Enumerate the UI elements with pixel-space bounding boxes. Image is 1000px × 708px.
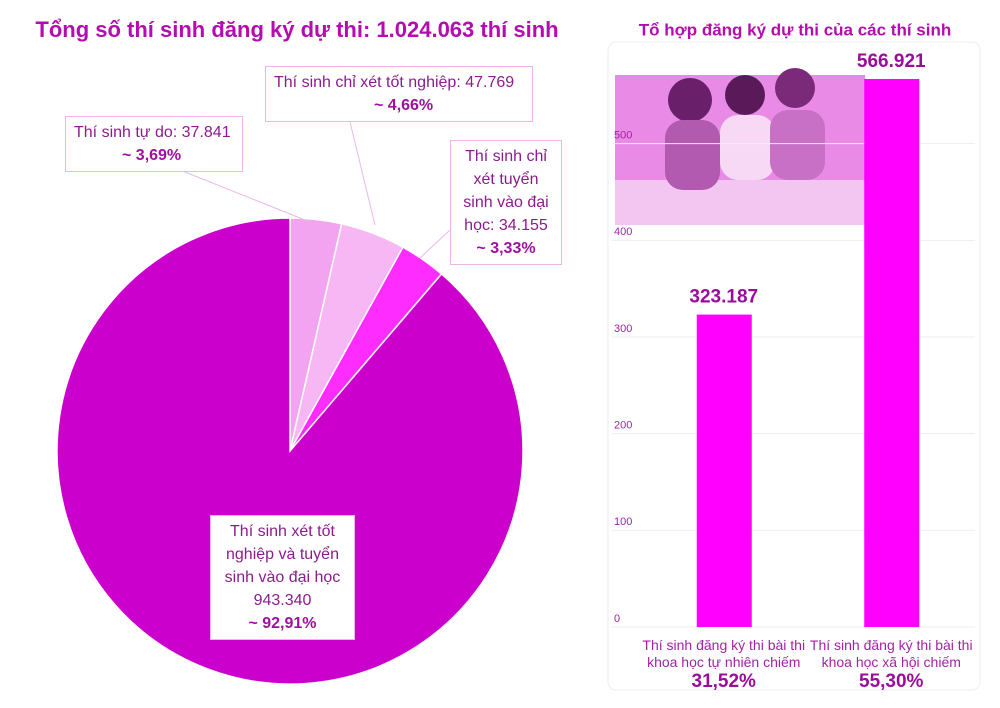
slice-percent: ~ 3,33% <box>476 240 536 257</box>
slice-percent: ~ 3,69% <box>122 147 182 164</box>
y-tick-label: 300 <box>614 323 632 335</box>
slice-value: 943.340 <box>253 592 312 609</box>
bar-title: Tổ hợp đăng ký dự thi của các thí sinh <box>639 20 951 39</box>
x-tick-label: Thí sinh đăng ký thi bài thi khoa học xã… <box>809 637 973 670</box>
label-box: Thí sinh chỉ xét tuyển sinh vào đại học:… <box>450 140 562 265</box>
label-box: Thí sinh xét tốt nghiệp và tuyển sinh và… <box>210 515 355 640</box>
connector <box>419 229 451 259</box>
y-tick-label: 400 <box>614 226 632 238</box>
slice-name: Thí sinh xét tốt nghiệp và tuyển sinh và… <box>224 523 341 586</box>
y-tick-label: 200 <box>614 420 632 432</box>
pie <box>56 217 524 685</box>
bar-value-label: 323.187 <box>689 287 758 308</box>
bar-value-label: 566.921 <box>857 51 926 72</box>
slice-name: Thí sinh tự do: <box>74 124 178 141</box>
slice-value: 37.841 <box>181 124 231 141</box>
slice-name: Thí sinh chỉ xét tuyển sinh vào đại học: <box>463 148 549 234</box>
pie-title: Tổng số thí sinh đăng ký dự thi: 1.024.0… <box>35 17 558 42</box>
y-tick-label: 0 <box>614 613 620 625</box>
pie-slice <box>56 217 524 685</box>
connector <box>349 121 376 226</box>
connectors <box>179 121 451 259</box>
slice-percent: ~ 92,91% <box>248 615 317 632</box>
bar <box>696 314 752 627</box>
percent-label: 55,30% <box>859 671 924 692</box>
bar <box>864 78 920 627</box>
slice-percent: ~ 4,66% <box>374 97 434 114</box>
photo <box>615 68 865 225</box>
y-tick-label: 500 <box>614 130 632 142</box>
x-tick-label: Thí sinh đăng ký thi bài thi khoa học tự… <box>642 637 806 670</box>
connector <box>179 169 311 223</box>
y-tick-label: 100 <box>614 516 632 528</box>
slice-value: 47.769 <box>465 74 515 91</box>
percent-label: 31,52% <box>691 671 756 692</box>
slice-value: 34.155 <box>498 217 548 234</box>
label-box: Thí sinh chỉ xét tốt nghiệp: 47.769 ~ 4,6… <box>265 66 533 122</box>
label-box: Thí sinh tự do: 37.841 ~ 3,69% <box>65 116 243 172</box>
slice-name: Thí sinh chỉ xét tốt nghiệp: <box>274 74 461 91</box>
